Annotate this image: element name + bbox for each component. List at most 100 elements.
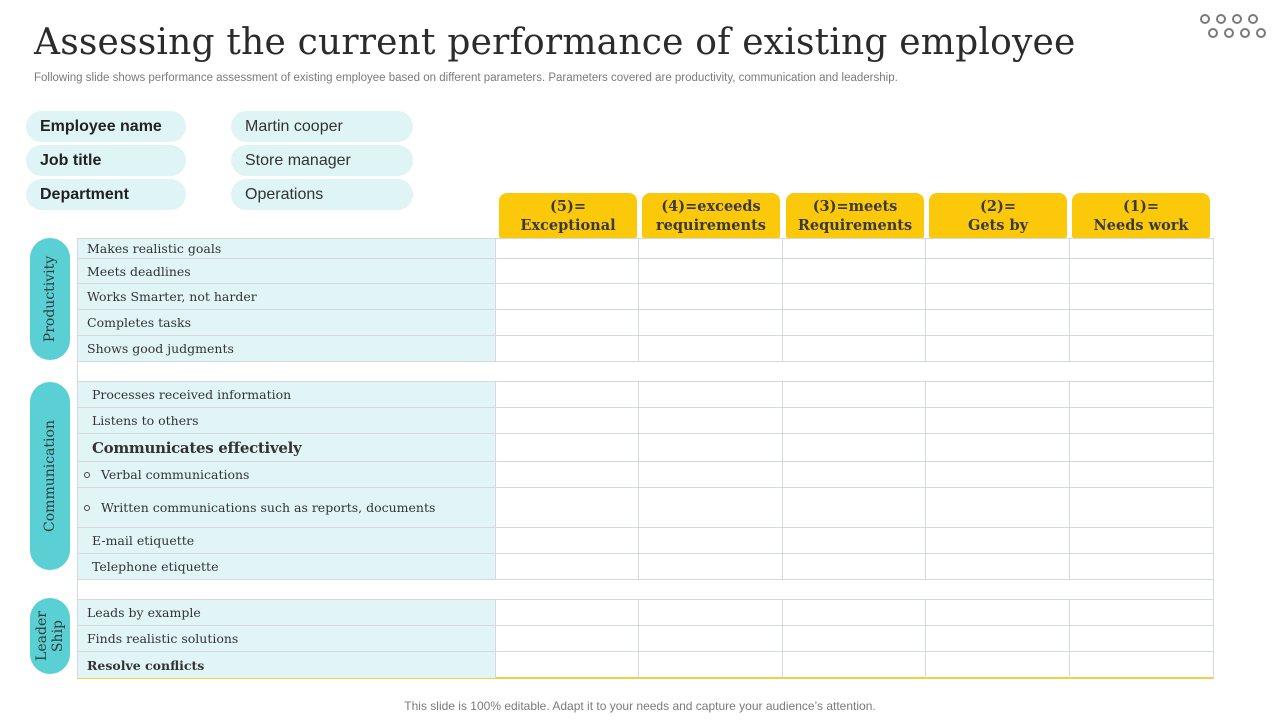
criterion-label: Processes received information <box>78 382 496 407</box>
rating-cell[interactable] <box>639 284 783 309</box>
table-row: Meets deadlines <box>78 259 1213 284</box>
rating-cell[interactable] <box>783 259 926 283</box>
rating-cell[interactable] <box>1070 626 1213 651</box>
rating-cell[interactable] <box>1070 284 1213 309</box>
table-row: Shows good judgments <box>78 336 1213 362</box>
rating-cell[interactable] <box>639 652 783 678</box>
rating-cell[interactable] <box>1070 382 1213 407</box>
rating-cell[interactable] <box>639 434 783 461</box>
rating-cell[interactable] <box>1070 528 1213 553</box>
rating-cell[interactable] <box>783 434 926 461</box>
table-row: Finds realistic solutions <box>78 626 1213 652</box>
rating-cell[interactable] <box>639 528 783 553</box>
rating-cell[interactable] <box>1070 488 1213 527</box>
rating-cell[interactable] <box>496 488 639 527</box>
rating-cell[interactable] <box>1070 310 1213 335</box>
criterion-sub-item: Verbal communications <box>78 462 496 487</box>
rating-cell[interactable] <box>783 382 926 407</box>
rating-cell[interactable] <box>926 259 1070 283</box>
rating-cell[interactable] <box>783 488 926 527</box>
rating-cell[interactable] <box>926 239 1070 258</box>
rating-cell[interactable] <box>496 600 639 625</box>
rating-cell[interactable] <box>926 488 1070 527</box>
rating-cell[interactable] <box>496 554 639 579</box>
rating-cell[interactable] <box>1070 462 1213 487</box>
rating-cell[interactable] <box>496 284 639 309</box>
rating-cell[interactable] <box>783 528 926 553</box>
rating-cell[interactable] <box>496 528 639 553</box>
rating-cell[interactable] <box>926 336 1070 361</box>
rating-cell[interactable] <box>1070 239 1213 258</box>
rating-cell[interactable] <box>639 600 783 625</box>
rating-cell[interactable] <box>926 284 1070 309</box>
rating-cell[interactable] <box>1070 336 1213 361</box>
rating-cell[interactable] <box>639 259 783 283</box>
rating-cell[interactable] <box>1070 434 1213 461</box>
table-row: Processes received information <box>78 382 1213 408</box>
rating-cell[interactable] <box>1070 600 1213 625</box>
rating-cell[interactable] <box>926 434 1070 461</box>
rating-cell[interactable] <box>639 408 783 433</box>
employee-name-label: Employee name <box>26 111 186 142</box>
rating-cell[interactable] <box>496 259 639 283</box>
rating-cell[interactable] <box>926 600 1070 625</box>
rating-cell[interactable] <box>783 626 926 651</box>
table-row: Works Smarter, not harder <box>78 284 1213 310</box>
rating-cell[interactable] <box>496 434 639 461</box>
rating-cell[interactable] <box>639 488 783 527</box>
rating-cell[interactable] <box>783 554 926 579</box>
criterion-sub-item: Written communications such as reports, … <box>78 488 496 527</box>
rating-cell[interactable] <box>496 310 639 335</box>
rating-cell[interactable] <box>496 382 639 407</box>
rating-cell[interactable] <box>1070 554 1213 579</box>
rating-cell[interactable] <box>926 652 1070 678</box>
rating-cell[interactable] <box>639 462 783 487</box>
table-row: Written communications such as reports, … <box>78 488 1213 528</box>
rating-cell[interactable] <box>783 462 926 487</box>
rating-cell[interactable] <box>926 408 1070 433</box>
bullet-circle-icon <box>84 471 90 478</box>
rating-cell[interactable] <box>639 382 783 407</box>
section-label-text: Leader Ship <box>34 611 66 661</box>
rating-header-4: (4)=exceeds requirements <box>642 193 780 238</box>
rating-cell[interactable] <box>496 626 639 651</box>
rating-cell[interactable] <box>1070 652 1213 678</box>
rating-cell[interactable] <box>926 462 1070 487</box>
rating-cell[interactable] <box>783 408 926 433</box>
criterion-label: Shows good judgments <box>78 336 496 361</box>
employee-name-value: Martin cooper <box>231 111 413 142</box>
rating-cell[interactable] <box>639 626 783 651</box>
rating-cell[interactable] <box>783 600 926 625</box>
rating-cell[interactable] <box>496 336 639 361</box>
rating-cell[interactable] <box>926 528 1070 553</box>
rating-cell[interactable] <box>783 652 926 678</box>
rating-cell[interactable] <box>496 239 639 258</box>
rating-cell[interactable] <box>496 652 639 678</box>
rating-cell[interactable] <box>639 336 783 361</box>
rating-cell[interactable] <box>783 336 926 361</box>
rating-cell[interactable] <box>783 310 926 335</box>
rating-cell[interactable] <box>1070 408 1213 433</box>
criterion-label: Meets deadlines <box>78 259 496 283</box>
section-label-leadership: Leader Ship <box>30 598 70 674</box>
rating-header-1: (1)= Needs work <box>1072 193 1210 238</box>
rating-cell[interactable] <box>926 626 1070 651</box>
rating-cell[interactable] <box>639 239 783 258</box>
rating-header-score: (4)=exceeds <box>661 198 761 215</box>
rating-cell[interactable] <box>783 239 926 258</box>
assessment-table: Makes realistic goals Meets deadlines Wo… <box>77 238 1214 679</box>
rating-cell[interactable] <box>926 310 1070 335</box>
rating-header-label: Needs work <box>1093 217 1189 234</box>
rating-cell[interactable] <box>496 462 639 487</box>
rating-cell[interactable] <box>1070 259 1213 283</box>
rating-cell[interactable] <box>926 382 1070 407</box>
rating-header-3: (3)=meets Requirements <box>786 193 924 238</box>
rating-cell[interactable] <box>639 310 783 335</box>
rating-cell[interactable] <box>926 554 1070 579</box>
rating-cell[interactable] <box>783 284 926 309</box>
rating-cell[interactable] <box>639 554 783 579</box>
rating-cell[interactable] <box>496 408 639 433</box>
table-row: E-mail etiquette <box>78 528 1213 554</box>
section-label-communication: Communication <box>30 382 70 570</box>
bullet-circle-icon <box>84 504 90 511</box>
